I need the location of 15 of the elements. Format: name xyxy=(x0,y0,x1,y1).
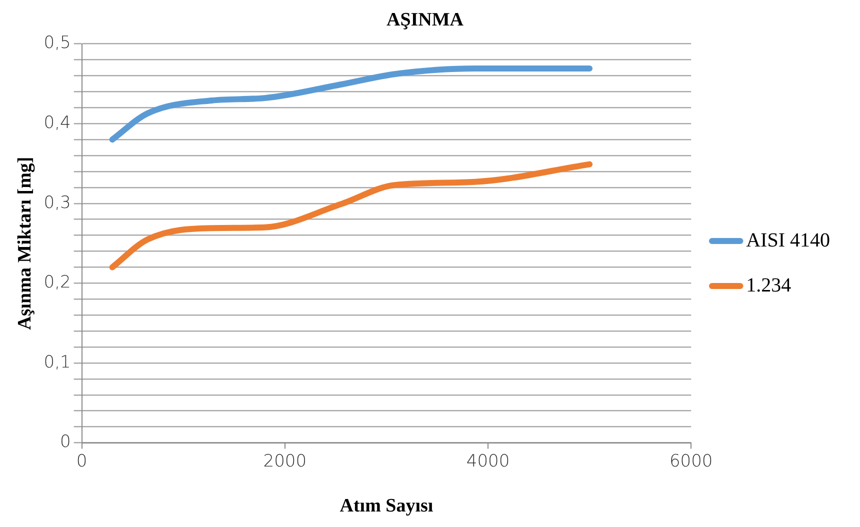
legend-label: AISI 4140 xyxy=(746,229,830,252)
y-axis-title: Aşınma Miktarı [mg] xyxy=(14,156,36,330)
x-axis-title: Atım Sayısı xyxy=(340,496,434,517)
y-tick-label: 0 xyxy=(60,432,71,452)
y-tick-label: 0,5 xyxy=(44,33,71,54)
x-tick-label: 2000 xyxy=(263,451,307,472)
y-tick-label: 0,2 xyxy=(44,272,71,293)
legend-label: 1.234 xyxy=(746,274,792,296)
y-tick-label: 0,4 xyxy=(44,113,71,134)
y-tick-label: 0,3 xyxy=(44,192,71,213)
y-tick-label: 0,1 xyxy=(44,352,71,372)
x-tick-label: 6000 xyxy=(669,451,713,472)
x-tick-label: 0 xyxy=(76,451,88,472)
chart-title: AŞINMA xyxy=(386,9,464,30)
x-tick-label: 4000 xyxy=(466,451,510,472)
